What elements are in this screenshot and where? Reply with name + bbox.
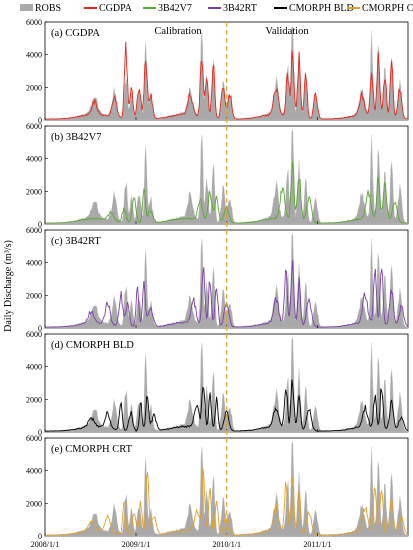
x-tick-label: 2011/1/1 [303,540,331,549]
legend-label: CMORPH BLD [289,3,354,14]
x-axis-ticks: 2008/1/1 2009/1/1 2010/1/1 2011/1/1 [31,540,332,549]
y-tick-label: 6000 [26,434,42,443]
y-tick-label: 2000 [26,499,42,508]
legend: ROBS CGDPA 3B42V7 3B42RT CMORPH BLD CMORPH CR… [20,3,413,14]
panel-label: (c) 3B42RT [51,236,101,247]
legend-swatch [20,4,33,11]
y-tick-label: 4000 [26,155,42,164]
panel-cmorph-bld: 0 2000 4000 6000 (d) CMORPH BLD [26,330,409,437]
panel-3b42rt: 0 2000 4000 6000 (c) 3B42RT [26,226,409,333]
y-tick-label: 0 [38,428,42,437]
y-tick-label: 4000 [26,51,42,60]
legend-label: ROBS [35,3,61,14]
x-tick-label: 2010/1/1 [213,540,241,549]
legend-label: CMORPH CRT [362,3,413,14]
panel-cmorph-crt: 0 2000 4000 6000 (e) CMORPH CRT [26,434,409,541]
calibration-label: Calibration [154,26,202,37]
legend-label: CGDPA [99,3,133,14]
legend-item-3b42rt: 3B42RT [208,3,257,14]
y-tick-label: 0 [38,324,42,333]
y-tick-label: 0 [38,116,42,125]
panel-label: (d) CMORPH BLD [51,340,134,351]
legend-label: 3B42V7 [158,3,192,14]
panels: 0 2000 4000 6000 (a) CGDPA Calibration Validat… [26,18,409,541]
y-tick-label: 4000 [26,363,42,372]
y-tick-label: 0 [38,532,42,541]
y-axis-label: Daily Discharge (m³/s) [3,240,14,332]
legend-item-robs: ROBS [20,3,61,14]
y-tick-label: 6000 [26,18,42,27]
x-tick-label: 2009/1/1 [122,540,150,549]
legend-item-cgdpa: CGDPA [84,3,133,14]
panel-label: (b) 3B42V7 [51,132,101,143]
y-tick-label: 2000 [26,395,42,404]
y-tick-label: 6000 [26,226,42,235]
validation-label: Validation [265,26,309,37]
y-tick-label: 6000 [26,122,42,131]
legend-item-3b42v7: 3B42V7 [143,3,192,14]
y-tick-label: 2000 [26,187,42,196]
y-tick-label: 4000 [26,259,42,268]
panel-label: (a) CGDPA [51,28,100,39]
y-tick-label: 0 [38,220,42,229]
legend-label: 3B42RT [223,3,257,14]
simulated-line-cgdpa [44,41,409,120]
panel-3b42v7: 0 2000 4000 6000 (b) 3B42V7 [26,122,409,229]
y-tick-label: 4000 [26,467,42,476]
panel-label: (e) CMORPH CRT [51,444,133,455]
panel-cgdpa: 0 2000 4000 6000 (a) CGDPA Calibration Validat… [26,18,409,125]
y-tick-label: 2000 [26,83,42,92]
y-tick-label: 2000 [26,291,42,300]
legend-item-cmorph-bld: CMORPH BLD [274,3,354,14]
x-tick-label: 2008/1/1 [31,540,59,549]
y-tick-label: 6000 [26,330,42,339]
legend-item-cmorph-crt: CMORPH CRT [347,3,413,14]
